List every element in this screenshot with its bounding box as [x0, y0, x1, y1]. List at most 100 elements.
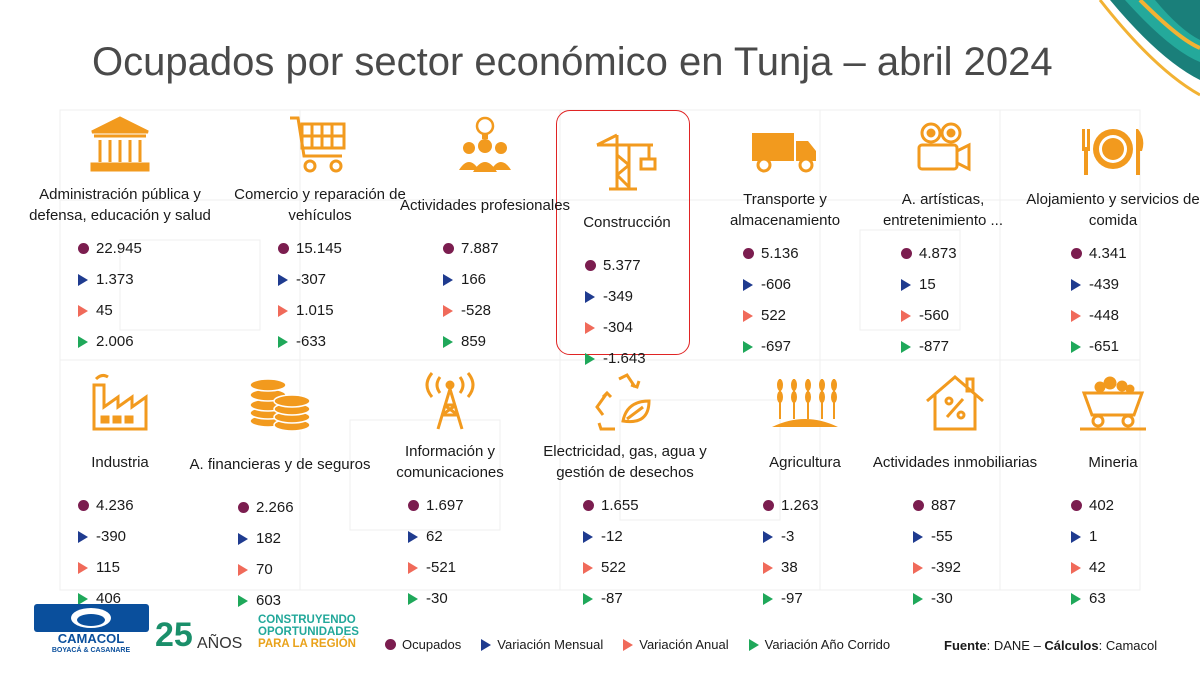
highlight-box-construccion [556, 110, 690, 355]
sector-name: Actividades profesionales [399, 196, 571, 214]
value-ocupados: 5.136 [735, 238, 835, 269]
dot-icon [762, 500, 774, 511]
sector-values: 22.945 1.373 45 2.006 [70, 233, 170, 357]
value-variacion-anio-corrido: 63 [1063, 583, 1163, 614]
value-variacion-anio-corrido: 603 [230, 585, 330, 616]
sector-name: Información y comunicaciones [396, 443, 504, 481]
dot-icon [1070, 248, 1082, 259]
value-variacion-anio-corrido: 406 [70, 583, 170, 614]
dot-icon [582, 500, 594, 511]
value-variacion-anual: -304 [577, 312, 677, 343]
triangle-icon [1071, 309, 1081, 322]
sector-name: Agricultura [769, 453, 841, 471]
sector-values: 2.266 182 70 603 [230, 492, 330, 616]
triangle-icon [585, 321, 595, 334]
sector-card: A. financieras y de seguros 2.266 182 70 60… [185, 372, 375, 616]
value-variacion-mensual: -390 [70, 521, 170, 552]
value-variacion-anual: -528 [435, 295, 535, 326]
plate-cutlery-icon [1018, 118, 1200, 182]
25-anos-logo: 25 AÑOS [155, 616, 242, 654]
sector-name: Comercio y reparación de vehículos [234, 186, 406, 224]
triangle-icon [78, 592, 88, 605]
value-variacion-mensual: 1 [1063, 521, 1163, 552]
triangle-icon [763, 530, 773, 543]
triangle-icon [78, 273, 88, 286]
triangle-icon [238, 563, 248, 576]
sector-name: Electricidad, gas, agua y gestión de des… [543, 443, 707, 481]
triangle-icon [408, 592, 418, 605]
antenna-tower-icon [355, 370, 545, 434]
sector-values: 4.873 15 -560 -877 [893, 238, 993, 362]
house-percent-icon [860, 370, 1050, 434]
triangle-icon [278, 335, 288, 348]
triangle-icon [901, 309, 911, 322]
legend-ocupados: Ocupados [385, 637, 461, 652]
value-variacion-mensual: -606 [735, 269, 835, 300]
sector-name: Transporte y almacenamiento [729, 191, 841, 229]
triangle-icon [748, 638, 759, 651]
value-variacion-anual: 1.015 [270, 295, 370, 326]
sector-card: Electricidad, gas, agua y gestión de des… [530, 370, 720, 614]
value-variacion-anual: 70 [230, 554, 330, 585]
triangle-icon [1071, 530, 1081, 543]
dot-icon [407, 500, 419, 511]
team-idea-icon [390, 113, 580, 177]
value-variacion-mensual: -55 [905, 521, 1005, 552]
legend: Ocupados Variación Mensual Variación Anu… [385, 637, 890, 652]
dot-icon [742, 248, 754, 259]
value-variacion-anio-corrido: -651 [1063, 331, 1163, 362]
value-variacion-mensual: 62 [400, 521, 500, 552]
triangle-icon [763, 561, 773, 574]
value-variacion-mensual: -3 [755, 521, 855, 552]
value-ocupados: 7.887 [435, 233, 535, 264]
triangle-icon [913, 530, 923, 543]
dot-icon [442, 243, 454, 254]
sector-card: Actividades inmobiliarias 887 -55 -392 -30 [860, 370, 1050, 614]
sector-card: Transporte y almacenamiento 5.136 -606 522… [690, 118, 880, 362]
value-ocupados: 402 [1063, 490, 1163, 521]
truck-icon [690, 118, 880, 182]
shopping-cart-icon [225, 113, 415, 177]
sector-values: 5.377 -349 -304 -1.643 [577, 250, 677, 374]
value-variacion-anio-corrido: -97 [755, 583, 855, 614]
triangle-icon [1071, 278, 1081, 291]
camacol-logo: CAMACOL BOYACÁ & CASANARE [34, 604, 149, 654]
value-ocupados: 5.377 [577, 250, 677, 281]
svg-text:25: 25 [155, 616, 193, 654]
value-ocupados: 2.266 [230, 492, 330, 523]
sector-card: Comercio y reparación de vehículos 15.14… [225, 113, 415, 357]
value-variacion-anio-corrido: 2.006 [70, 326, 170, 357]
value-variacion-anual: -521 [400, 552, 500, 583]
corner-decoration [1098, 0, 1200, 97]
triangle-icon [743, 278, 753, 291]
source-note: Fuente: DANE – Cálculos: Camacol [944, 638, 1158, 653]
sector-card: Industria 4.236 -390 115 406 [25, 370, 215, 614]
triangle-icon [278, 273, 288, 286]
value-variacion-mensual: -12 [575, 521, 675, 552]
value-variacion-anio-corrido: 859 [435, 326, 535, 357]
page-title: Ocupados por sector económico en Tunja –… [92, 40, 1053, 84]
legend-anual: Variación Anual [623, 637, 729, 652]
triangle-icon [763, 592, 773, 605]
triangle-icon [408, 561, 418, 574]
value-ocupados: 15.145 [270, 233, 370, 264]
value-ocupados: 4.236 [70, 490, 170, 521]
triangle-icon [743, 340, 753, 353]
value-ocupados: 1.655 [575, 490, 675, 521]
slogan: CONSTRUYENDO OPORTUNIDADES PARA LA REGIÓ… [258, 614, 359, 650]
triangle-icon [913, 561, 923, 574]
dot-icon [900, 248, 912, 259]
government-building-icon [25, 113, 215, 177]
sector-values: 7.887 166 -528 859 [435, 233, 535, 357]
value-variacion-anual: 115 [70, 552, 170, 583]
value-variacion-mensual: 182 [230, 523, 330, 554]
sector-values: 4.341 -439 -448 -651 [1063, 238, 1163, 362]
sector-card: Agricultura 1.263 -3 38 -97 [710, 370, 900, 614]
dot-icon [77, 243, 89, 254]
svg-text:BOYACÁ & CASANARE: BOYACÁ & CASANARE [52, 645, 131, 654]
value-variacion-anio-corrido: -87 [575, 583, 675, 614]
value-ocupados: 1.697 [400, 490, 500, 521]
triangle-icon [901, 278, 911, 291]
value-variacion-anual: 38 [755, 552, 855, 583]
sector-values: 4.236 -390 115 406 [70, 490, 170, 614]
